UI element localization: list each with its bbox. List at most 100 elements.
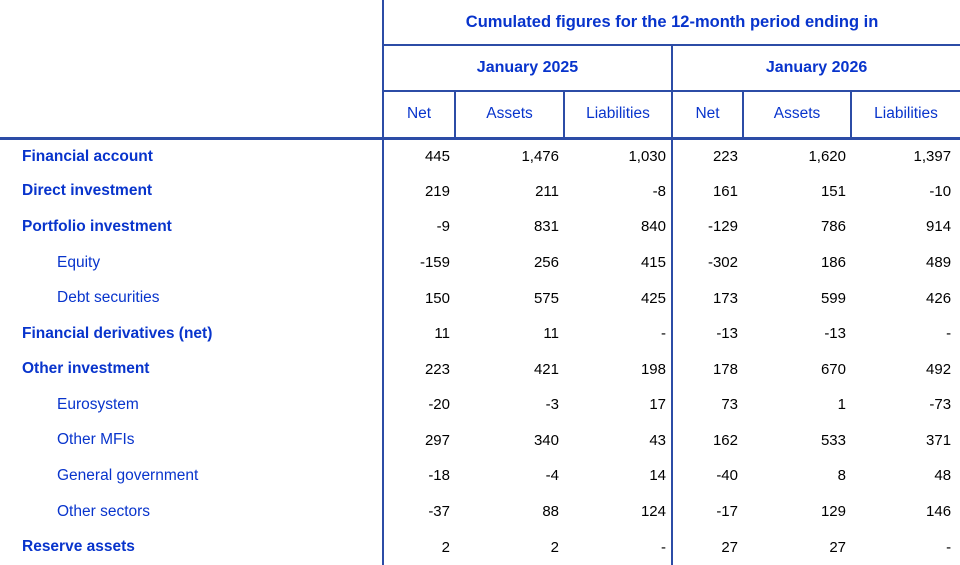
cell-value: -13 (824, 325, 846, 343)
cell-value: 1,030 (628, 148, 666, 166)
cell-value: -10 (929, 182, 952, 200)
cell-value: 786 (820, 218, 846, 236)
cell-value: 840 (640, 218, 666, 236)
table-row: Direct investment 219 211 -8 161 151 -10 (0, 173, 960, 210)
cell-value: 340 (533, 431, 559, 449)
cell-value: 1 (837, 396, 846, 414)
cell-value: 17 (649, 396, 666, 414)
cell-value: 492 (926, 360, 952, 378)
table-row: Other investment 223 421 198 178 670 492 (0, 351, 960, 388)
cell-value: 150 (424, 289, 450, 307)
col-header-assets-2026: Assets (743, 91, 852, 140)
col-group-january-2025: January 2025 (383, 45, 672, 92)
cell-value: -3 (545, 396, 559, 414)
col-header-assets-2025: Assets (455, 91, 565, 140)
cell-value: -8 (652, 182, 666, 200)
cell-value: 223 (424, 360, 450, 378)
cell-value: 670 (820, 360, 846, 378)
table-row: General government -18 -4 14 -40 8 48 (0, 458, 960, 494)
cell-value: -73 (929, 396, 952, 414)
cell-value: 599 (820, 289, 846, 307)
row-label: Equity (0, 244, 384, 281)
cell-value: 11 (434, 325, 450, 343)
cell-value: -159 (419, 254, 450, 272)
label-column-spacer (0, 45, 384, 91)
row-label: Other MFIs (0, 422, 384, 459)
table-row: Other MFIs 297 340 43 162 533 371 (0, 422, 960, 459)
cell-value: 533 (820, 431, 846, 449)
table-title: Cumulated figures for the 12-month perio… (383, 0, 960, 46)
label-column-spacer (0, 91, 384, 140)
cell-value: 146 (926, 503, 952, 521)
col-header-liabilities-2026: Liabilities (851, 91, 960, 140)
cell-value: 129 (820, 503, 846, 521)
cell-value: 575 (533, 289, 559, 307)
cell-value: 256 (533, 254, 559, 272)
cell-value: 1,397 (913, 148, 952, 166)
cell-value: - (661, 325, 666, 343)
cell-value: 48 (934, 467, 952, 485)
row-label: Other investment (0, 351, 384, 388)
cell-value: 1,620 (808, 148, 846, 166)
cell-value: 425 (640, 289, 666, 307)
cell-value: 831 (533, 218, 559, 236)
table-row: Equity -159 256 415 -302 186 489 (0, 244, 960, 281)
cell-value: 27 (671, 529, 743, 565)
cell-value: 8 (837, 467, 846, 485)
cell-value: 426 (926, 289, 952, 307)
row-label: Reserve assets (0, 529, 384, 565)
row-label: Portfolio investment (0, 209, 384, 245)
cell-value: 43 (649, 431, 666, 449)
cell-value: - (946, 538, 952, 556)
cell-value: -18 (428, 467, 450, 485)
cell-value: -9 (436, 218, 450, 236)
cell-value: -129 (671, 209, 743, 245)
table-row: Other sectors -37 88 124 -17 129 146 (0, 493, 960, 530)
cell-value: 11 (543, 325, 559, 343)
table-body: Financial account 445 1,476 1,030 223 1,620 1,… (0, 138, 960, 565)
column-header-row: Net Assets Liabilities Net Assets Liabil… (0, 91, 960, 140)
cell-value: 173 (671, 280, 743, 316)
label-column-spacer (0, 0, 384, 45)
row-label: Direct investment (0, 173, 384, 210)
cell-value: 223 (671, 138, 743, 174)
table-row: Financial derivatives (net) 11 11- -13 -13- (0, 315, 960, 352)
cell-value: 2 (550, 538, 559, 556)
table-row: Debt securities 150 575 425 173 599 426 (0, 280, 960, 316)
cell-value: 371 (926, 431, 952, 449)
col-header-net-2025: Net (383, 91, 456, 140)
row-label: Financial derivatives (net) (0, 315, 384, 352)
cell-value: 2 (441, 538, 450, 556)
cell-value: 421 (533, 360, 559, 378)
table-row: Portfolio investment -9 831 840 -129 786 914 (0, 209, 960, 245)
cell-value: 198 (640, 360, 666, 378)
table-row: Eurosystem -20 -3 17 73 1 -73 (0, 387, 960, 423)
row-label: Other sectors (0, 493, 384, 530)
cell-value: 88 (542, 503, 559, 521)
cell-value: 27 (829, 538, 846, 556)
cell-value: 124 (640, 503, 666, 521)
cell-value: - (661, 538, 666, 556)
cell-value: 151 (820, 182, 846, 200)
cell-value: 14 (649, 467, 666, 485)
cell-value: 162 (671, 422, 743, 459)
period-group-row: January 2025 January 2026 (0, 45, 960, 92)
table-row: Financial account 445 1,476 1,030 223 1,620 1,… (0, 138, 960, 174)
cell-value: 445 (424, 148, 450, 166)
col-group-january-2026: January 2026 (670, 45, 960, 92)
cell-value: 219 (424, 182, 450, 200)
cell-value: -37 (428, 503, 450, 521)
cell-value: 297 (424, 431, 450, 449)
row-label: Debt securities (0, 280, 384, 316)
row-label: Financial account (0, 138, 384, 174)
cell-value: 161 (671, 173, 743, 210)
cell-value: -17 (671, 493, 743, 530)
row-label: General government (0, 458, 384, 494)
cell-value: 489 (926, 254, 952, 272)
cell-value: -20 (428, 396, 450, 414)
cell-value: -13 (671, 315, 743, 352)
cell-value: 186 (820, 254, 846, 272)
cell-value: -4 (545, 467, 559, 485)
cell-value: 914 (926, 218, 952, 236)
